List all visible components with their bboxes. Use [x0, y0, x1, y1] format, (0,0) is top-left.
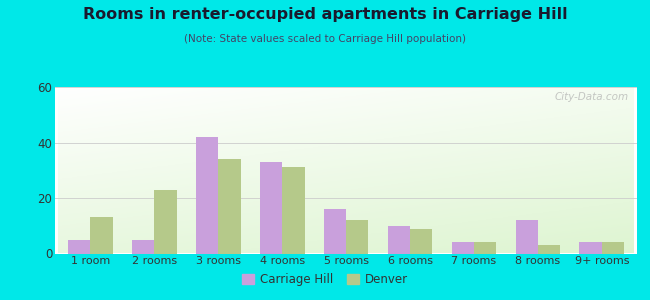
- Bar: [538, 245, 560, 254]
- Bar: [410, 229, 432, 253]
- Bar: [324, 209, 346, 254]
- Bar: [515, 220, 538, 254]
- Bar: [90, 218, 113, 254]
- Legend: Carriage Hill, Denver: Carriage Hill, Denver: [237, 269, 413, 291]
- Text: Rooms in renter-occupied apartments in Carriage Hill: Rooms in renter-occupied apartments in C…: [83, 8, 567, 22]
- Bar: [196, 137, 218, 254]
- Bar: [387, 226, 410, 254]
- Bar: [132, 240, 154, 254]
- Bar: [579, 242, 602, 253]
- Bar: [452, 242, 474, 253]
- Bar: [218, 159, 240, 254]
- Bar: [602, 242, 624, 253]
- Text: (Note: State values scaled to Carriage Hill population): (Note: State values scaled to Carriage H…: [184, 34, 466, 44]
- Bar: [346, 220, 369, 254]
- Bar: [68, 240, 90, 254]
- Bar: [474, 242, 497, 253]
- Text: City-Data.com: City-Data.com: [554, 92, 629, 102]
- Bar: [282, 167, 305, 254]
- Bar: [154, 190, 177, 254]
- Bar: [260, 162, 282, 254]
